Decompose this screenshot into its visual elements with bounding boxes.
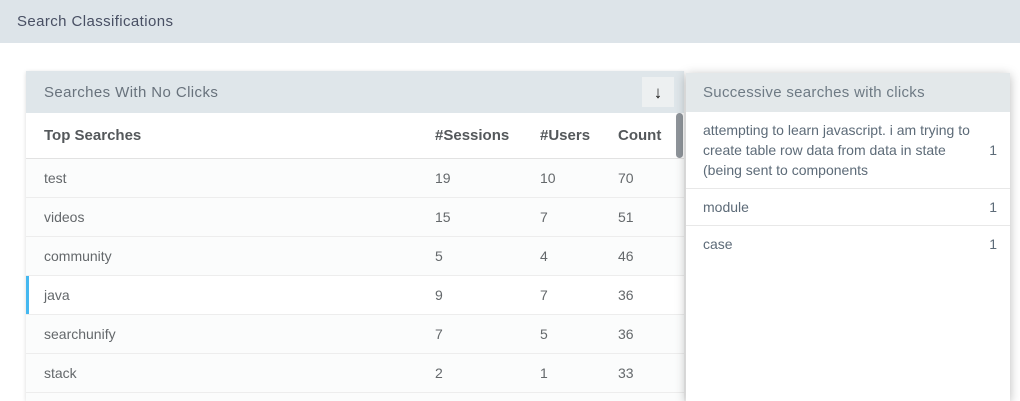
cell-users: 1: [540, 365, 548, 381]
successive-term: case: [703, 236, 733, 252]
table-row[interactable]: videos 15 7 51: [26, 198, 684, 237]
cell-users: 4: [540, 248, 548, 264]
list-item: case 1: [686, 226, 1010, 262]
table-row[interactable]: searchunify 7 5 36: [26, 315, 684, 354]
no-clicks-panel-title: Searches With No Clicks: [44, 83, 219, 101]
cell-users: 10: [540, 170, 556, 186]
cell-sessions: 2: [435, 365, 443, 381]
successive-count: 1: [989, 199, 997, 215]
column-header-count: Count: [618, 127, 662, 144]
table-row[interactable]: test 19 10 70: [26, 159, 684, 198]
successive-count: 1: [989, 142, 997, 158]
app-header: Search Classifications: [0, 0, 1020, 43]
cell-count: 36: [618, 287, 634, 303]
no-clicks-panel-header: Searches With No Clicks ↓: [26, 71, 684, 113]
successive-searches-popover: Successive searches with clicks attempti…: [686, 73, 1010, 401]
successive-panel-header: Successive searches with clicks: [686, 73, 1010, 112]
table-row-highlighted[interactable]: java 9 7 36: [26, 276, 684, 315]
table-row[interactable]: community 5 4 46: [26, 237, 684, 276]
cell-count: 46: [618, 248, 634, 264]
column-header-users: #Users: [540, 127, 591, 144]
column-header-sessions: #Sessions: [435, 127, 510, 144]
cell-users: 7: [540, 209, 548, 225]
cell-count: 33: [618, 365, 634, 381]
cell-sessions: 19: [435, 170, 451, 186]
no-clicks-panel: Searches With No Clicks ↓ Top Searches #…: [26, 71, 684, 401]
cell-count: 51: [618, 209, 634, 225]
cell-sessions: 7: [435, 326, 443, 342]
cell-sessions: 5: [435, 248, 443, 264]
list-item: attempting to learn javascript. i am try…: [686, 112, 1010, 189]
vertical-scrollbar-thumb[interactable]: [676, 113, 683, 158]
table-row-partial: [26, 393, 684, 401]
table-row[interactable]: stack 2 1 33: [26, 354, 684, 393]
download-button[interactable]: ↓: [642, 77, 674, 107]
cell-sessions: 9: [435, 287, 443, 303]
successive-panel-title: Successive searches with clicks: [703, 84, 925, 101]
cell-users: 7: [540, 287, 548, 303]
table-header-row: Top Searches #Sessions #Users Count: [26, 113, 684, 159]
successive-count: 1: [989, 236, 997, 252]
cell-sessions: 15: [435, 209, 451, 225]
cell-term: java: [44, 287, 70, 303]
cell-term: community: [44, 248, 112, 264]
successive-term: attempting to learn javascript. i am try…: [703, 122, 970, 178]
list-item: module 1: [686, 189, 1010, 226]
cell-users: 5: [540, 326, 548, 342]
cell-term: stack: [44, 365, 77, 381]
successive-term: module: [703, 199, 749, 215]
column-header-top-searches: Top Searches: [44, 127, 142, 144]
cell-term: searchunify: [44, 326, 116, 342]
cell-count: 70: [618, 170, 634, 186]
cell-count: 36: [618, 326, 634, 342]
page-title: Search Classifications: [17, 13, 174, 30]
download-arrow-icon: ↓: [653, 82, 663, 102]
cell-term: videos: [44, 209, 85, 225]
cell-term: test: [44, 170, 67, 186]
